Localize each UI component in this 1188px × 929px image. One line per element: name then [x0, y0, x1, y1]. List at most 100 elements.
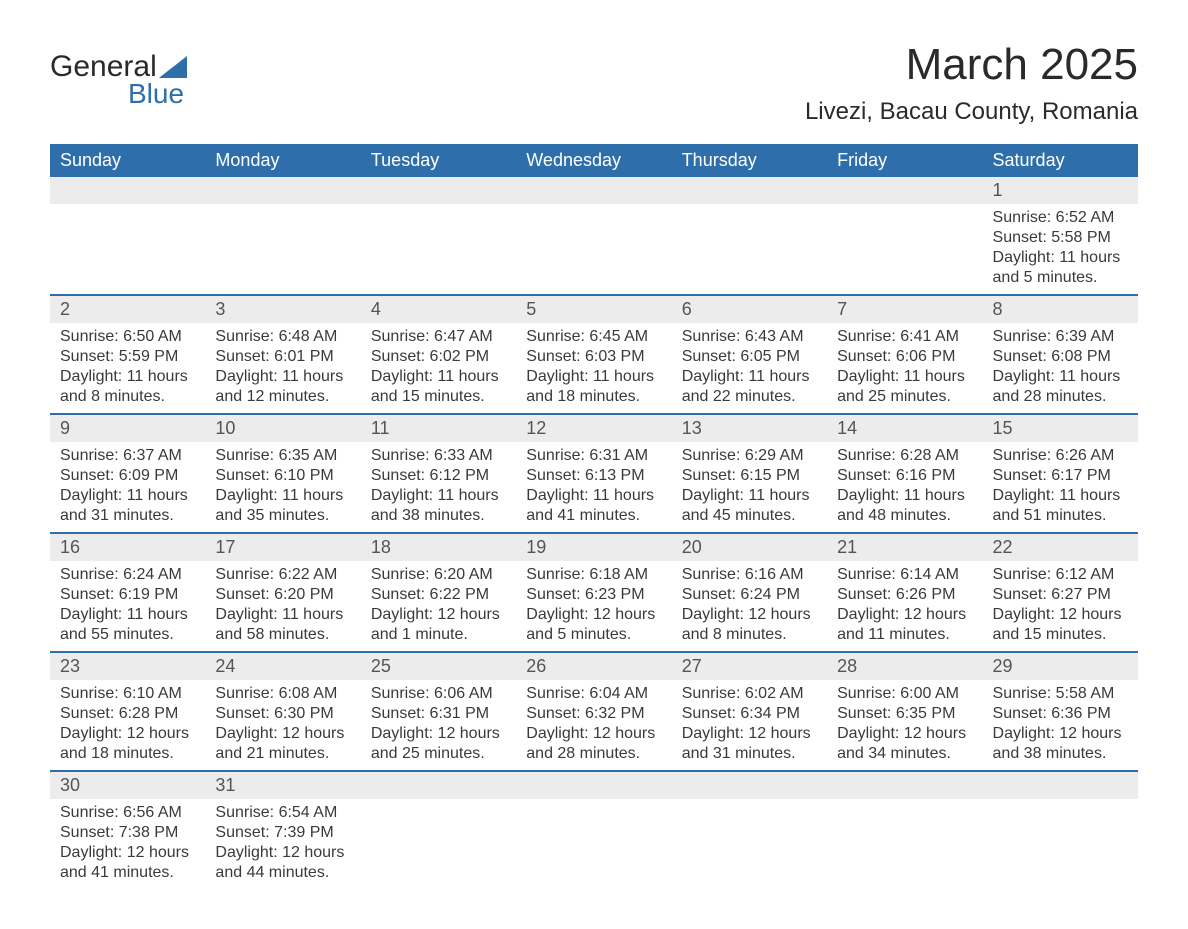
day-number-cell: 13	[672, 414, 827, 442]
day-ss: Sunset: 6:16 PM	[837, 466, 972, 486]
day-ss: Sunset: 6:20 PM	[215, 585, 350, 605]
day-sr: Sunrise: 6:56 AM	[60, 803, 195, 823]
day-detail-cell: Sunrise: 6:43 AMSunset: 6:05 PMDaylight:…	[672, 323, 827, 414]
logo-text-blue: Blue	[128, 78, 184, 110]
day-number-cell: 1	[983, 177, 1138, 204]
day-detail-cell: Sunrise: 6:39 AMSunset: 6:08 PMDaylight:…	[983, 323, 1138, 414]
day-number-cell: 10	[205, 414, 360, 442]
day-detail-cell: Sunrise: 6:08 AMSunset: 6:30 PMDaylight:…	[205, 680, 360, 771]
day-detail-cell	[983, 799, 1138, 889]
day-number-cell: 15	[983, 414, 1138, 442]
day-sr: Sunrise: 6:12 AM	[993, 565, 1128, 585]
day-dl2: and 25 minutes.	[371, 744, 506, 764]
day-detail-cell: Sunrise: 6:00 AMSunset: 6:35 PMDaylight:…	[827, 680, 982, 771]
day-ss: Sunset: 6:06 PM	[837, 347, 972, 367]
day-sr: Sunrise: 6:10 AM	[60, 684, 195, 704]
day-dl2: and 8 minutes.	[682, 625, 817, 645]
day-dl2: and 5 minutes.	[526, 625, 661, 645]
day-dl1: Daylight: 12 hours	[682, 605, 817, 625]
day-ss: Sunset: 6:23 PM	[526, 585, 661, 605]
day-dl1: Daylight: 12 hours	[993, 724, 1128, 744]
day-ss: Sunset: 6:15 PM	[682, 466, 817, 486]
day-dl1: Daylight: 12 hours	[215, 724, 350, 744]
day-sr: Sunrise: 6:24 AM	[60, 565, 195, 585]
day-detail-cell: Sunrise: 5:58 AMSunset: 6:36 PMDaylight:…	[983, 680, 1138, 771]
weekday-header: Friday	[827, 144, 982, 177]
page-subtitle: Livezi, Bacau County, Romania	[805, 98, 1138, 126]
daynum-row: 2345678	[50, 295, 1138, 323]
day-dl2: and 44 minutes.	[215, 863, 350, 883]
day-sr: Sunrise: 6:22 AM	[215, 565, 350, 585]
daynum-row: 16171819202122	[50, 533, 1138, 561]
day-dl2: and 11 minutes.	[837, 625, 972, 645]
weekday-header: Saturday	[983, 144, 1138, 177]
day-ss: Sunset: 5:59 PM	[60, 347, 195, 367]
day-number-cell: 18	[361, 533, 516, 561]
day-dl1: Daylight: 11 hours	[60, 605, 195, 625]
day-ss: Sunset: 6:05 PM	[682, 347, 817, 367]
day-ss: Sunset: 6:09 PM	[60, 466, 195, 486]
weekday-header: Thursday	[672, 144, 827, 177]
day-detail-cell	[50, 204, 205, 295]
detail-row: Sunrise: 6:24 AMSunset: 6:19 PMDaylight:…	[50, 561, 1138, 652]
day-sr: Sunrise: 6:50 AM	[60, 327, 195, 347]
day-ss: Sunset: 6:27 PM	[993, 585, 1128, 605]
day-dl1: Daylight: 12 hours	[526, 724, 661, 744]
day-dl2: and 1 minute.	[371, 625, 506, 645]
day-detail-cell: Sunrise: 6:22 AMSunset: 6:20 PMDaylight:…	[205, 561, 360, 652]
day-sr: Sunrise: 6:33 AM	[371, 446, 506, 466]
page-header: General Blue March 2025 Livezi, Bacau Co…	[50, 40, 1138, 126]
daynum-row: 23242526272829	[50, 652, 1138, 680]
detail-row: Sunrise: 6:52 AMSunset: 5:58 PMDaylight:…	[50, 204, 1138, 295]
day-dl2: and 12 minutes.	[215, 387, 350, 407]
day-sr: Sunrise: 6:20 AM	[371, 565, 506, 585]
day-ss: Sunset: 6:17 PM	[993, 466, 1128, 486]
day-ss: Sunset: 6:08 PM	[993, 347, 1128, 367]
day-number-cell: 14	[827, 414, 982, 442]
day-number-cell: 31	[205, 771, 360, 799]
day-detail-cell	[672, 799, 827, 889]
day-number-cell: 6	[672, 295, 827, 323]
day-detail-cell: Sunrise: 6:24 AMSunset: 6:19 PMDaylight:…	[50, 561, 205, 652]
day-number-cell: 29	[983, 652, 1138, 680]
day-dl1: Daylight: 12 hours	[682, 724, 817, 744]
day-sr: Sunrise: 5:58 AM	[993, 684, 1128, 704]
detail-row: Sunrise: 6:10 AMSunset: 6:28 PMDaylight:…	[50, 680, 1138, 771]
day-number-cell	[50, 177, 205, 204]
day-sr: Sunrise: 6:37 AM	[60, 446, 195, 466]
day-detail-cell: Sunrise: 6:48 AMSunset: 6:01 PMDaylight:…	[205, 323, 360, 414]
logo-triangle-icon	[159, 56, 187, 78]
day-dl2: and 25 minutes.	[837, 387, 972, 407]
day-dl1: Daylight: 11 hours	[215, 367, 350, 387]
day-dl1: Daylight: 11 hours	[215, 486, 350, 506]
day-ss: Sunset: 6:34 PM	[682, 704, 817, 724]
day-detail-cell: Sunrise: 6:56 AMSunset: 7:38 PMDaylight:…	[50, 799, 205, 889]
day-number-cell: 20	[672, 533, 827, 561]
day-detail-cell	[361, 204, 516, 295]
day-dl2: and 48 minutes.	[837, 506, 972, 526]
calendar-table: Sunday Monday Tuesday Wednesday Thursday…	[50, 144, 1138, 889]
day-sr: Sunrise: 6:14 AM	[837, 565, 972, 585]
day-dl2: and 35 minutes.	[215, 506, 350, 526]
day-dl1: Daylight: 11 hours	[993, 248, 1128, 268]
day-number-cell: 17	[205, 533, 360, 561]
day-number-cell: 28	[827, 652, 982, 680]
day-number-cell	[361, 177, 516, 204]
day-dl1: Daylight: 11 hours	[60, 486, 195, 506]
day-dl1: Daylight: 12 hours	[371, 724, 506, 744]
day-detail-cell	[205, 204, 360, 295]
day-ss: Sunset: 6:02 PM	[371, 347, 506, 367]
day-dl2: and 51 minutes.	[993, 506, 1128, 526]
day-number-cell: 25	[361, 652, 516, 680]
day-dl1: Daylight: 12 hours	[837, 605, 972, 625]
day-dl2: and 38 minutes.	[993, 744, 1128, 764]
day-number-cell: 8	[983, 295, 1138, 323]
day-detail-cell: Sunrise: 6:52 AMSunset: 5:58 PMDaylight:…	[983, 204, 1138, 295]
day-sr: Sunrise: 6:54 AM	[215, 803, 350, 823]
day-dl2: and 22 minutes.	[682, 387, 817, 407]
page-title: March 2025	[805, 40, 1138, 90]
day-dl2: and 15 minutes.	[371, 387, 506, 407]
day-sr: Sunrise: 6:48 AM	[215, 327, 350, 347]
day-detail-cell: Sunrise: 6:20 AMSunset: 6:22 PMDaylight:…	[361, 561, 516, 652]
day-number-cell: 5	[516, 295, 671, 323]
